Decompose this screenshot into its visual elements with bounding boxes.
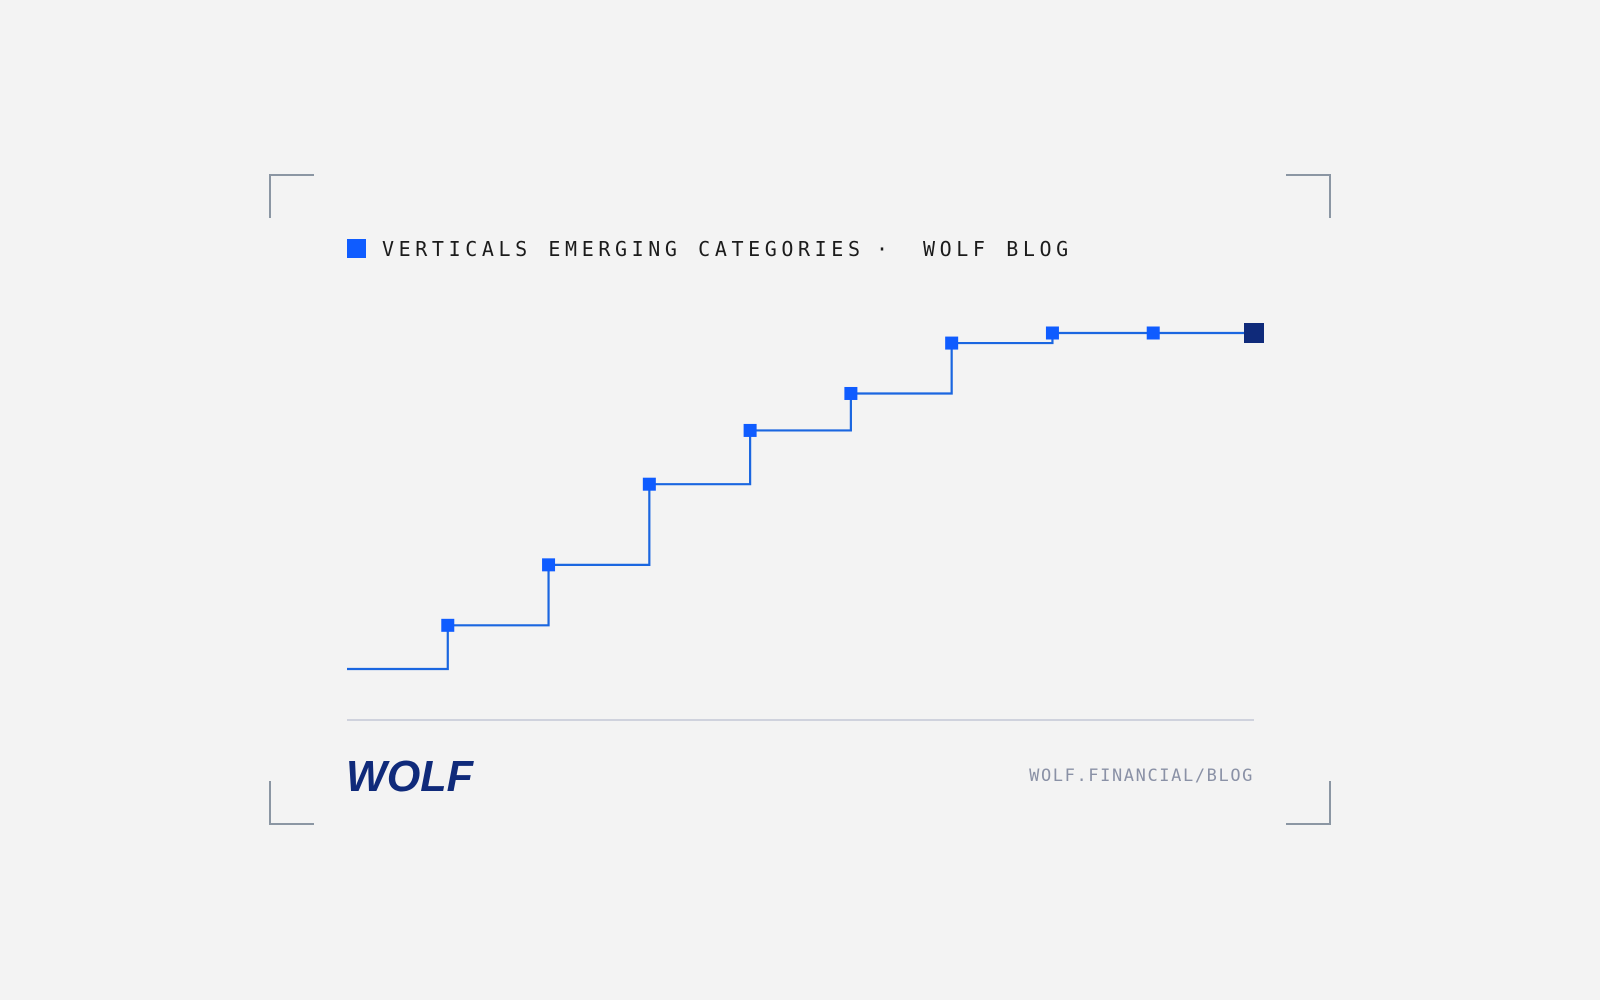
- chart-title: VERTICALS EMERGING CATEGORIES: [382, 237, 865, 261]
- marker: [844, 386, 858, 400]
- title-square: [347, 239, 366, 258]
- corner-bracket: [1286, 781, 1331, 825]
- marker: [1045, 326, 1059, 340]
- marker: [945, 336, 959, 350]
- footer-url: WOLF.FINANCIAL/BLOG: [1029, 766, 1254, 786]
- marker: [743, 423, 757, 437]
- marker: [1146, 326, 1160, 340]
- logo: WOLF: [346, 752, 474, 801]
- marker: [1244, 323, 1264, 343]
- marker: [642, 477, 656, 491]
- plot: [347, 323, 1264, 671]
- corner-bracket: [269, 174, 314, 218]
- chart-subtitle: WOLF BLOG: [923, 237, 1073, 261]
- marker: [542, 558, 556, 572]
- marker: [441, 618, 455, 632]
- corner-bracket: [1286, 174, 1331, 218]
- corner-brackets: [269, 174, 1331, 825]
- corner-bracket: [269, 781, 314, 825]
- title-separator: ·: [876, 237, 888, 261]
